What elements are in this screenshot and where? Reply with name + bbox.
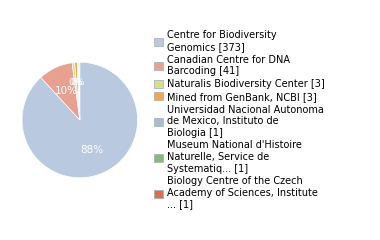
Wedge shape <box>72 62 80 120</box>
Text: 10%: 10% <box>55 86 78 96</box>
Wedge shape <box>74 62 80 120</box>
Legend: Centre for Biodiversity
Genomics [373], Canadian Centre for DNA
Barcoding [41], : Centre for Biodiversity Genomics [373], … <box>152 29 326 211</box>
Text: 0%: 0% <box>68 78 83 87</box>
Text: 0%: 0% <box>70 78 84 87</box>
Wedge shape <box>41 63 80 120</box>
Wedge shape <box>22 62 138 178</box>
Wedge shape <box>77 62 80 120</box>
Text: 88%: 88% <box>80 145 103 155</box>
Wedge shape <box>78 62 80 120</box>
Wedge shape <box>79 62 80 120</box>
